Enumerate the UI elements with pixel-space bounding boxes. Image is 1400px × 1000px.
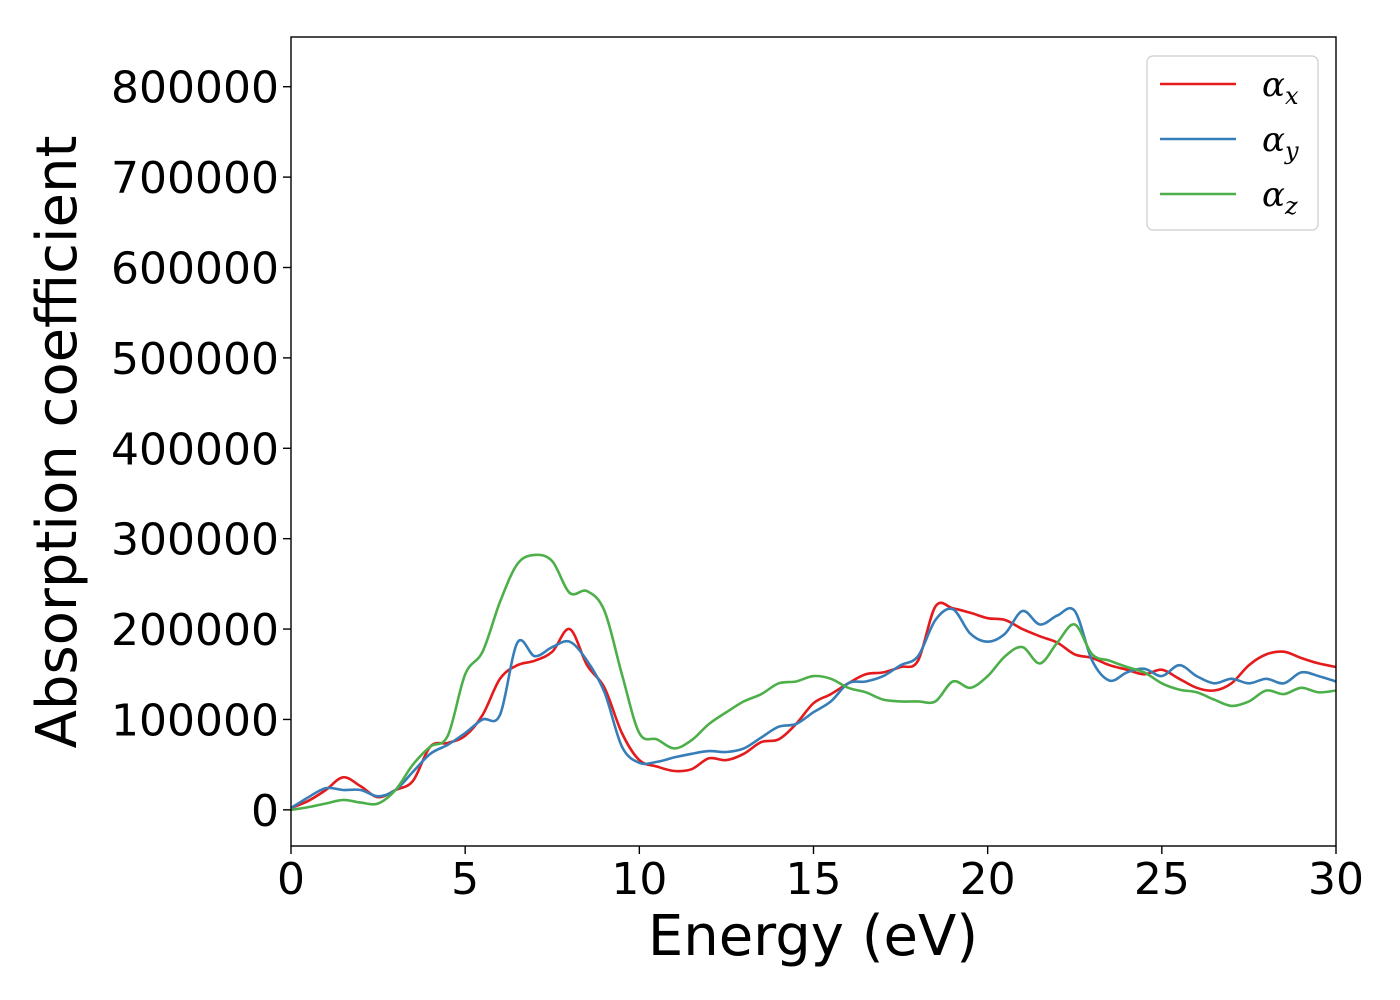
series-line-x [291,601,1336,810]
y-tick-label: 100000 [111,695,279,746]
legend-label-z: αz [1262,175,1298,220]
series-lines [291,553,1336,812]
x-axis-ticks: 0 5 10 15 20 25 30 [277,846,1364,905]
y-tick-label: 800000 [111,63,279,114]
x-axis-label: Energy (eV) [648,904,978,969]
plot-frame [290,36,1337,847]
y-tick-label: 600000 [111,243,279,294]
x-tick-label: 15 [786,854,842,905]
y-axis-ticks: 0 100000 200000 300000 400000 500000 600000 700… [111,63,291,837]
x-tick-label: 30 [1308,854,1364,905]
y-tick-label: 300000 [111,515,279,566]
x-tick-label: 25 [1134,854,1190,905]
y-tick-label: 700000 [111,153,279,204]
legend-label-x: αx [1262,65,1299,110]
y-tick-label: 200000 [111,605,279,656]
legend-label-y: αy [1262,120,1299,165]
x-tick-label: 5 [451,854,479,905]
y-tick-label: 500000 [111,334,279,385]
legend: αx αy αz [1146,55,1319,231]
y-tick-label: 400000 [111,424,279,475]
series-line-y [291,606,1336,810]
y-tick-label: 0 [251,786,279,837]
y-axis-label: Absorption coefficient [25,136,90,749]
x-tick-label: 20 [960,854,1016,905]
series-line-z [291,553,1336,812]
x-tick-label: 0 [277,854,305,905]
x-tick-label: 10 [611,854,667,905]
legend-frame [1146,55,1319,231]
